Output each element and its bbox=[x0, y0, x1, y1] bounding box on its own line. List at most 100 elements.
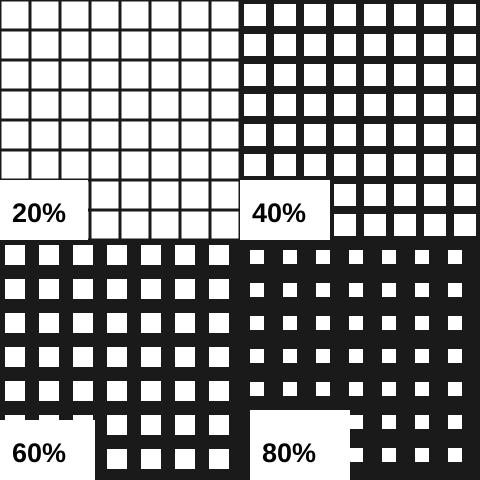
grid-cell bbox=[91, 211, 119, 239]
grid-cell bbox=[39, 245, 59, 265]
grid-cell bbox=[316, 316, 330, 330]
grid-cell bbox=[274, 64, 296, 86]
grid-cell bbox=[283, 316, 297, 330]
label-box bbox=[0, 180, 88, 240]
grid-cell bbox=[415, 448, 429, 462]
grid-cell bbox=[151, 151, 179, 179]
grid-cell bbox=[364, 154, 386, 176]
grid-cell bbox=[121, 211, 149, 239]
grid-cell bbox=[121, 181, 149, 209]
grid-cell bbox=[448, 448, 462, 462]
grid-cell bbox=[349, 448, 363, 462]
grid-cell bbox=[5, 381, 25, 401]
grid-cell bbox=[454, 34, 476, 56]
grid-cell bbox=[151, 121, 179, 149]
grid-cell bbox=[91, 181, 119, 209]
grid-cell bbox=[31, 1, 59, 29]
grid-cell bbox=[283, 250, 297, 264]
grid-cell bbox=[39, 279, 59, 299]
grid-cell bbox=[121, 91, 149, 119]
grid-cell bbox=[364, 64, 386, 86]
grid-cell bbox=[448, 349, 462, 363]
grid-cell bbox=[107, 381, 127, 401]
grid-cell bbox=[1, 1, 29, 29]
grid-cell bbox=[349, 316, 363, 330]
grid-cell bbox=[175, 279, 195, 299]
grid-cell bbox=[107, 279, 127, 299]
grid-cell bbox=[454, 154, 476, 176]
grid-cell bbox=[316, 250, 330, 264]
grid-cell bbox=[61, 151, 89, 179]
grid-cell bbox=[91, 31, 119, 59]
grid-cell bbox=[454, 94, 476, 116]
grid-cell bbox=[316, 283, 330, 297]
grid-cell bbox=[181, 151, 209, 179]
grid-cell bbox=[283, 349, 297, 363]
grid-cell bbox=[415, 382, 429, 396]
grid-cell bbox=[181, 31, 209, 59]
grid-cell bbox=[1, 151, 29, 179]
grid-cell bbox=[274, 34, 296, 56]
grid-cell bbox=[91, 61, 119, 89]
grid-cell bbox=[424, 214, 446, 236]
grid-cell bbox=[181, 211, 209, 239]
grid-cell bbox=[175, 347, 195, 367]
grid-cell bbox=[61, 1, 89, 29]
grid-cell bbox=[274, 94, 296, 116]
grid-cell bbox=[61, 91, 89, 119]
grid-cell bbox=[175, 245, 195, 265]
grid-cell bbox=[250, 382, 264, 396]
grid-cell bbox=[121, 121, 149, 149]
grid-cell bbox=[334, 184, 356, 206]
grid-cell bbox=[304, 4, 326, 26]
grid-cell bbox=[364, 184, 386, 206]
grid-cell bbox=[151, 1, 179, 29]
grid-cell bbox=[334, 214, 356, 236]
grid-cell bbox=[448, 250, 462, 264]
grid-cell bbox=[141, 313, 161, 333]
grid-cell bbox=[364, 4, 386, 26]
grid-cell bbox=[349, 382, 363, 396]
grid-cell bbox=[141, 381, 161, 401]
grid-cell bbox=[39, 381, 59, 401]
grid-cell bbox=[334, 94, 356, 116]
grid-cell bbox=[1, 91, 29, 119]
grid-cell bbox=[211, 181, 239, 209]
grid-cell bbox=[394, 4, 416, 26]
grid-cell bbox=[364, 94, 386, 116]
grid-cell bbox=[424, 94, 446, 116]
grid-cell bbox=[382, 316, 396, 330]
grid-cell bbox=[304, 94, 326, 116]
grid-cell bbox=[39, 347, 59, 367]
grid-cell bbox=[61, 61, 89, 89]
grid-cell bbox=[394, 154, 416, 176]
grid-cell bbox=[151, 91, 179, 119]
grid-cell bbox=[364, 34, 386, 56]
grid-cell bbox=[107, 313, 127, 333]
grid-cell bbox=[250, 250, 264, 264]
grid-cell bbox=[424, 154, 446, 176]
grid-cell bbox=[73, 279, 93, 299]
grid-cell bbox=[39, 313, 59, 333]
percent-label: 80% bbox=[262, 438, 316, 468]
grid-cell bbox=[274, 124, 296, 146]
grid-cell bbox=[141, 347, 161, 367]
grid-cell bbox=[181, 181, 209, 209]
grid-cell bbox=[107, 245, 127, 265]
grid-cell bbox=[1, 61, 29, 89]
grid-cell bbox=[175, 415, 195, 435]
grid-cell bbox=[175, 313, 195, 333]
grid-cell bbox=[424, 34, 446, 56]
grid-cell bbox=[209, 279, 229, 299]
grid-cell bbox=[454, 4, 476, 26]
grid-cell bbox=[334, 124, 356, 146]
grid-panel: 40% bbox=[240, 0, 480, 240]
grid-cell bbox=[244, 124, 266, 146]
grid-cell bbox=[382, 448, 396, 462]
grid-cell bbox=[1, 121, 29, 149]
grid-cell bbox=[349, 349, 363, 363]
grid-cell bbox=[334, 64, 356, 86]
grid-cell bbox=[209, 415, 229, 435]
grid-cell bbox=[244, 34, 266, 56]
